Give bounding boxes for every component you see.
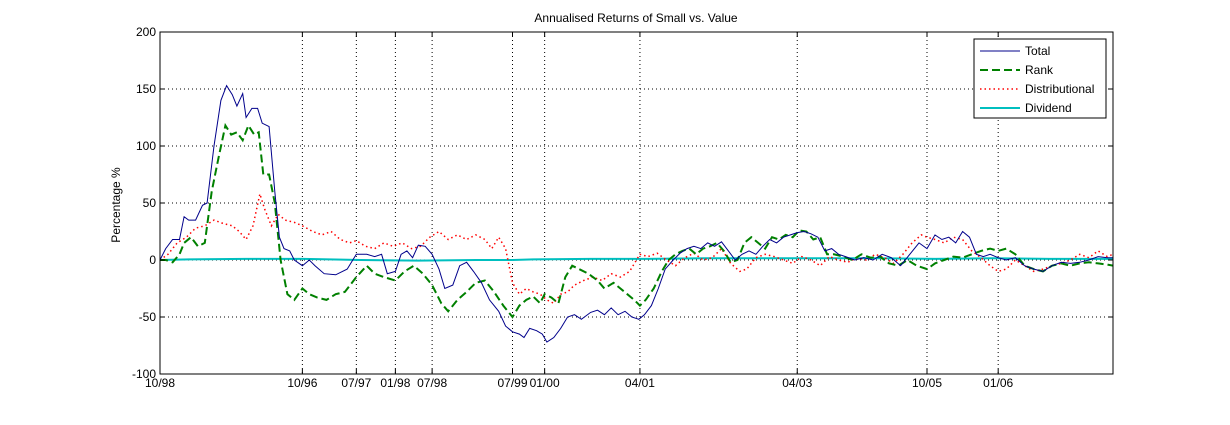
y-tick-label: 50 — [143, 196, 157, 210]
legend-label-distributional: Distributional — [1025, 82, 1094, 96]
chart-title: Annualised Returns of Small vs. Value — [534, 11, 738, 25]
series-layer — [160, 84, 1113, 343]
legend-box — [973, 38, 1107, 119]
legend: Total Rank Distributional Dividend — [973, 38, 1107, 119]
x-tick-label: 04/01 — [625, 376, 655, 390]
series-line-distributional — [160, 190, 1113, 305]
series-line-rank — [160, 122, 1113, 319]
y-tick-label: 100 — [136, 139, 156, 153]
y-tick-label: 200 — [136, 25, 156, 39]
x-tick-label: 07/98 — [417, 376, 447, 390]
legend-label-rank: Rank — [1025, 63, 1054, 77]
grid-layer — [160, 32, 1113, 374]
x-tick-label: 01/00 — [530, 376, 560, 390]
y-tick-label: 150 — [136, 82, 156, 96]
x-tick-label: 01/06 — [983, 376, 1013, 390]
y-tick-label: -100 — [132, 367, 156, 381]
y-tick-label: -50 — [139, 310, 157, 324]
x-tick-label: 01/98 — [380, 376, 410, 390]
tick-layer: -100 -50 0 50 100 150 200 10/98 10/96 07/97 01/98 0… — [132, 25, 1113, 390]
x-tick-label: 07/99 — [497, 376, 527, 390]
x-tick-label: 10/96 — [287, 376, 317, 390]
y-axis-label: Percentage % — [109, 167, 123, 243]
legend-label-dividend: Dividend — [1025, 101, 1072, 115]
x-tick-label: 07/97 — [341, 376, 371, 390]
x-tick-label: 10/98 — [145, 376, 175, 390]
legend-label-total: Total — [1025, 44, 1050, 58]
x-tick-label: 10/05 — [912, 376, 942, 390]
y-tick-label: 0 — [149, 253, 156, 267]
x-tick-label: 04/03 — [782, 376, 812, 390]
series-line-total — [160, 84, 1113, 343]
series-line-dividend — [160, 257, 1113, 262]
